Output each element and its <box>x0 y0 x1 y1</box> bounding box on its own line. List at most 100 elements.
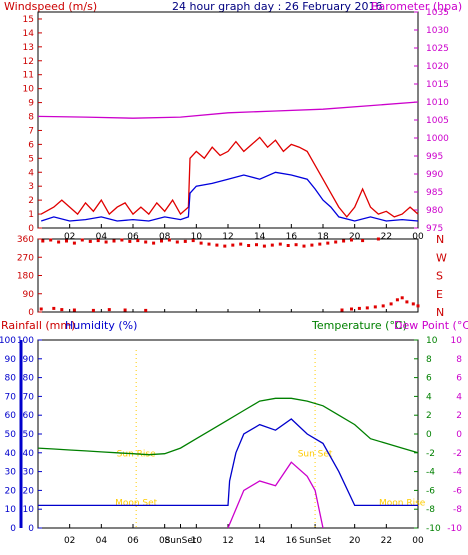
wind-right-tick-label: 990 <box>426 170 443 180</box>
dewpoint-tick-label: 4 <box>456 392 462 402</box>
temperature-tick-label: 0 <box>426 430 432 440</box>
dewpoint-tick-label: 2 <box>456 411 462 421</box>
direction-point <box>405 300 409 304</box>
direction-point <box>144 240 148 244</box>
humidity-tick-label: 100 <box>17 336 34 346</box>
wind-left-tick-label: 14 <box>23 29 35 39</box>
humidity-tick-label: 90 <box>23 355 35 365</box>
rain-tick-label: 90 <box>5 355 17 365</box>
direction-point <box>60 308 64 312</box>
temperature-tick-label: -4 <box>426 468 435 478</box>
direction-point <box>361 239 365 243</box>
wind-x-tick-label: 04 <box>96 232 108 242</box>
temperature-panel: Rainfall (mm) Humidity (%) Temperature (… <box>0 319 468 546</box>
direction-point <box>318 242 322 246</box>
temperature-x-tick-label: 06 <box>127 536 139 546</box>
temperature-tick-label: -6 <box>426 486 435 496</box>
direction-left-tick-label: 90 <box>23 290 35 300</box>
humidity-left-label: Humidity (%) <box>65 319 137 332</box>
direction-point <box>340 308 344 312</box>
humidity-tick-label: 70 <box>23 392 35 402</box>
rain-tick-label: 80 <box>5 374 17 384</box>
wind-right-tick-label: 1005 <box>426 116 449 126</box>
direction-compass-label: N <box>436 306 444 319</box>
temperature-x-tick-label: 04 <box>96 536 108 546</box>
direction-point <box>381 304 385 308</box>
direction-compass-label: E <box>436 288 443 301</box>
annotation-label: Moon Rise <box>379 498 426 508</box>
direction-point <box>183 239 187 243</box>
direction-compass-label: S <box>436 270 443 283</box>
temperature-right-label: Temperature (°C) <box>311 319 407 332</box>
direction-point <box>373 305 377 309</box>
wind-left-tick-label: 13 <box>23 43 34 53</box>
wind-left-tick-label: 10 <box>23 85 35 95</box>
direction-point <box>278 242 282 246</box>
wind-right-tick-label: 1025 <box>426 44 449 54</box>
direction-point <box>65 239 68 243</box>
direction-point <box>334 240 338 244</box>
direction-point <box>416 304 420 308</box>
wind-x-tick-label: 12 <box>222 232 233 242</box>
temperature-x-tick-label: 10 <box>191 536 203 546</box>
wind-x-tick-label: 06 <box>127 232 139 242</box>
rain-tick-label: 50 <box>5 430 17 440</box>
wind-x-tick-label: 14 <box>254 232 266 242</box>
dewpoint-tick-label: -10 <box>447 524 462 534</box>
direction-point <box>112 239 116 243</box>
dewpoint-tick-label: -4 <box>453 468 462 478</box>
direction-point <box>136 239 140 243</box>
wind-left-tick-label: 8 <box>28 113 34 123</box>
direction-point <box>88 239 92 243</box>
direction-point <box>49 238 53 242</box>
direction-point <box>144 308 148 312</box>
direction-point <box>302 244 306 248</box>
direction-point <box>350 238 353 242</box>
direction-point <box>357 306 361 310</box>
humidity-tick-label: 60 <box>23 411 35 421</box>
direction-point <box>270 243 274 247</box>
wind-left-tick-label: 15 <box>23 15 34 25</box>
direction-point <box>376 237 380 241</box>
rain-tick-label: 100 <box>0 336 16 346</box>
humidity-tick-label: 80 <box>23 374 35 384</box>
dewpoint-right-label: Dew Point (°C) <box>394 319 468 332</box>
dewpoint-tick-label: 6 <box>456 374 462 384</box>
direction-point <box>262 244 266 248</box>
dewpoint-tick-label: 0 <box>456 430 462 440</box>
wind-right-tick-label: 1020 <box>426 62 449 72</box>
temperature-tick-label: 10 <box>426 336 438 346</box>
direction-left-tick-label: 270 <box>17 253 34 263</box>
wind-right-label: Barometer (hpa) <box>371 0 462 13</box>
wind-x-tick-label: 22 <box>381 232 392 242</box>
direction-point <box>39 307 43 311</box>
rain-tick-label: 10 <box>5 505 17 515</box>
direction-point <box>72 308 76 312</box>
direction-point <box>395 298 399 302</box>
temperature-x-tick-label: SunSet <box>165 536 197 546</box>
wind-x-tick-label: 20 <box>349 232 361 242</box>
temperature-x-tick-label: 20 <box>349 536 361 546</box>
annotation-label: Moon Set <box>115 498 158 508</box>
direction-point <box>247 244 251 247</box>
humidity-tick-label: 20 <box>23 486 35 496</box>
direction-left-tick-label: 180 <box>17 272 34 282</box>
wind-right-tick-label: 975 <box>426 224 443 234</box>
temperature-x-tick-label: 02 <box>64 536 75 546</box>
direction-point <box>326 241 330 245</box>
direction-point <box>286 244 290 247</box>
rain-tick-label: 30 <box>5 468 17 478</box>
wind-left-label: Windspeed (m/s) <box>4 0 97 13</box>
temperature-tick-label: -8 <box>426 505 435 515</box>
wind-x-tick-label: 08 <box>159 232 171 242</box>
direction-left-tick-label: 0 <box>28 308 34 318</box>
direction-point <box>72 241 76 245</box>
temperature-tick-label: -2 <box>426 449 435 459</box>
direction-point <box>160 239 163 243</box>
rain-tick-label: 70 <box>5 392 17 402</box>
rain-tick-label: 60 <box>5 411 17 421</box>
wind-x-tick-label: 02 <box>64 232 75 242</box>
wind-left-tick-label: 6 <box>28 140 34 150</box>
